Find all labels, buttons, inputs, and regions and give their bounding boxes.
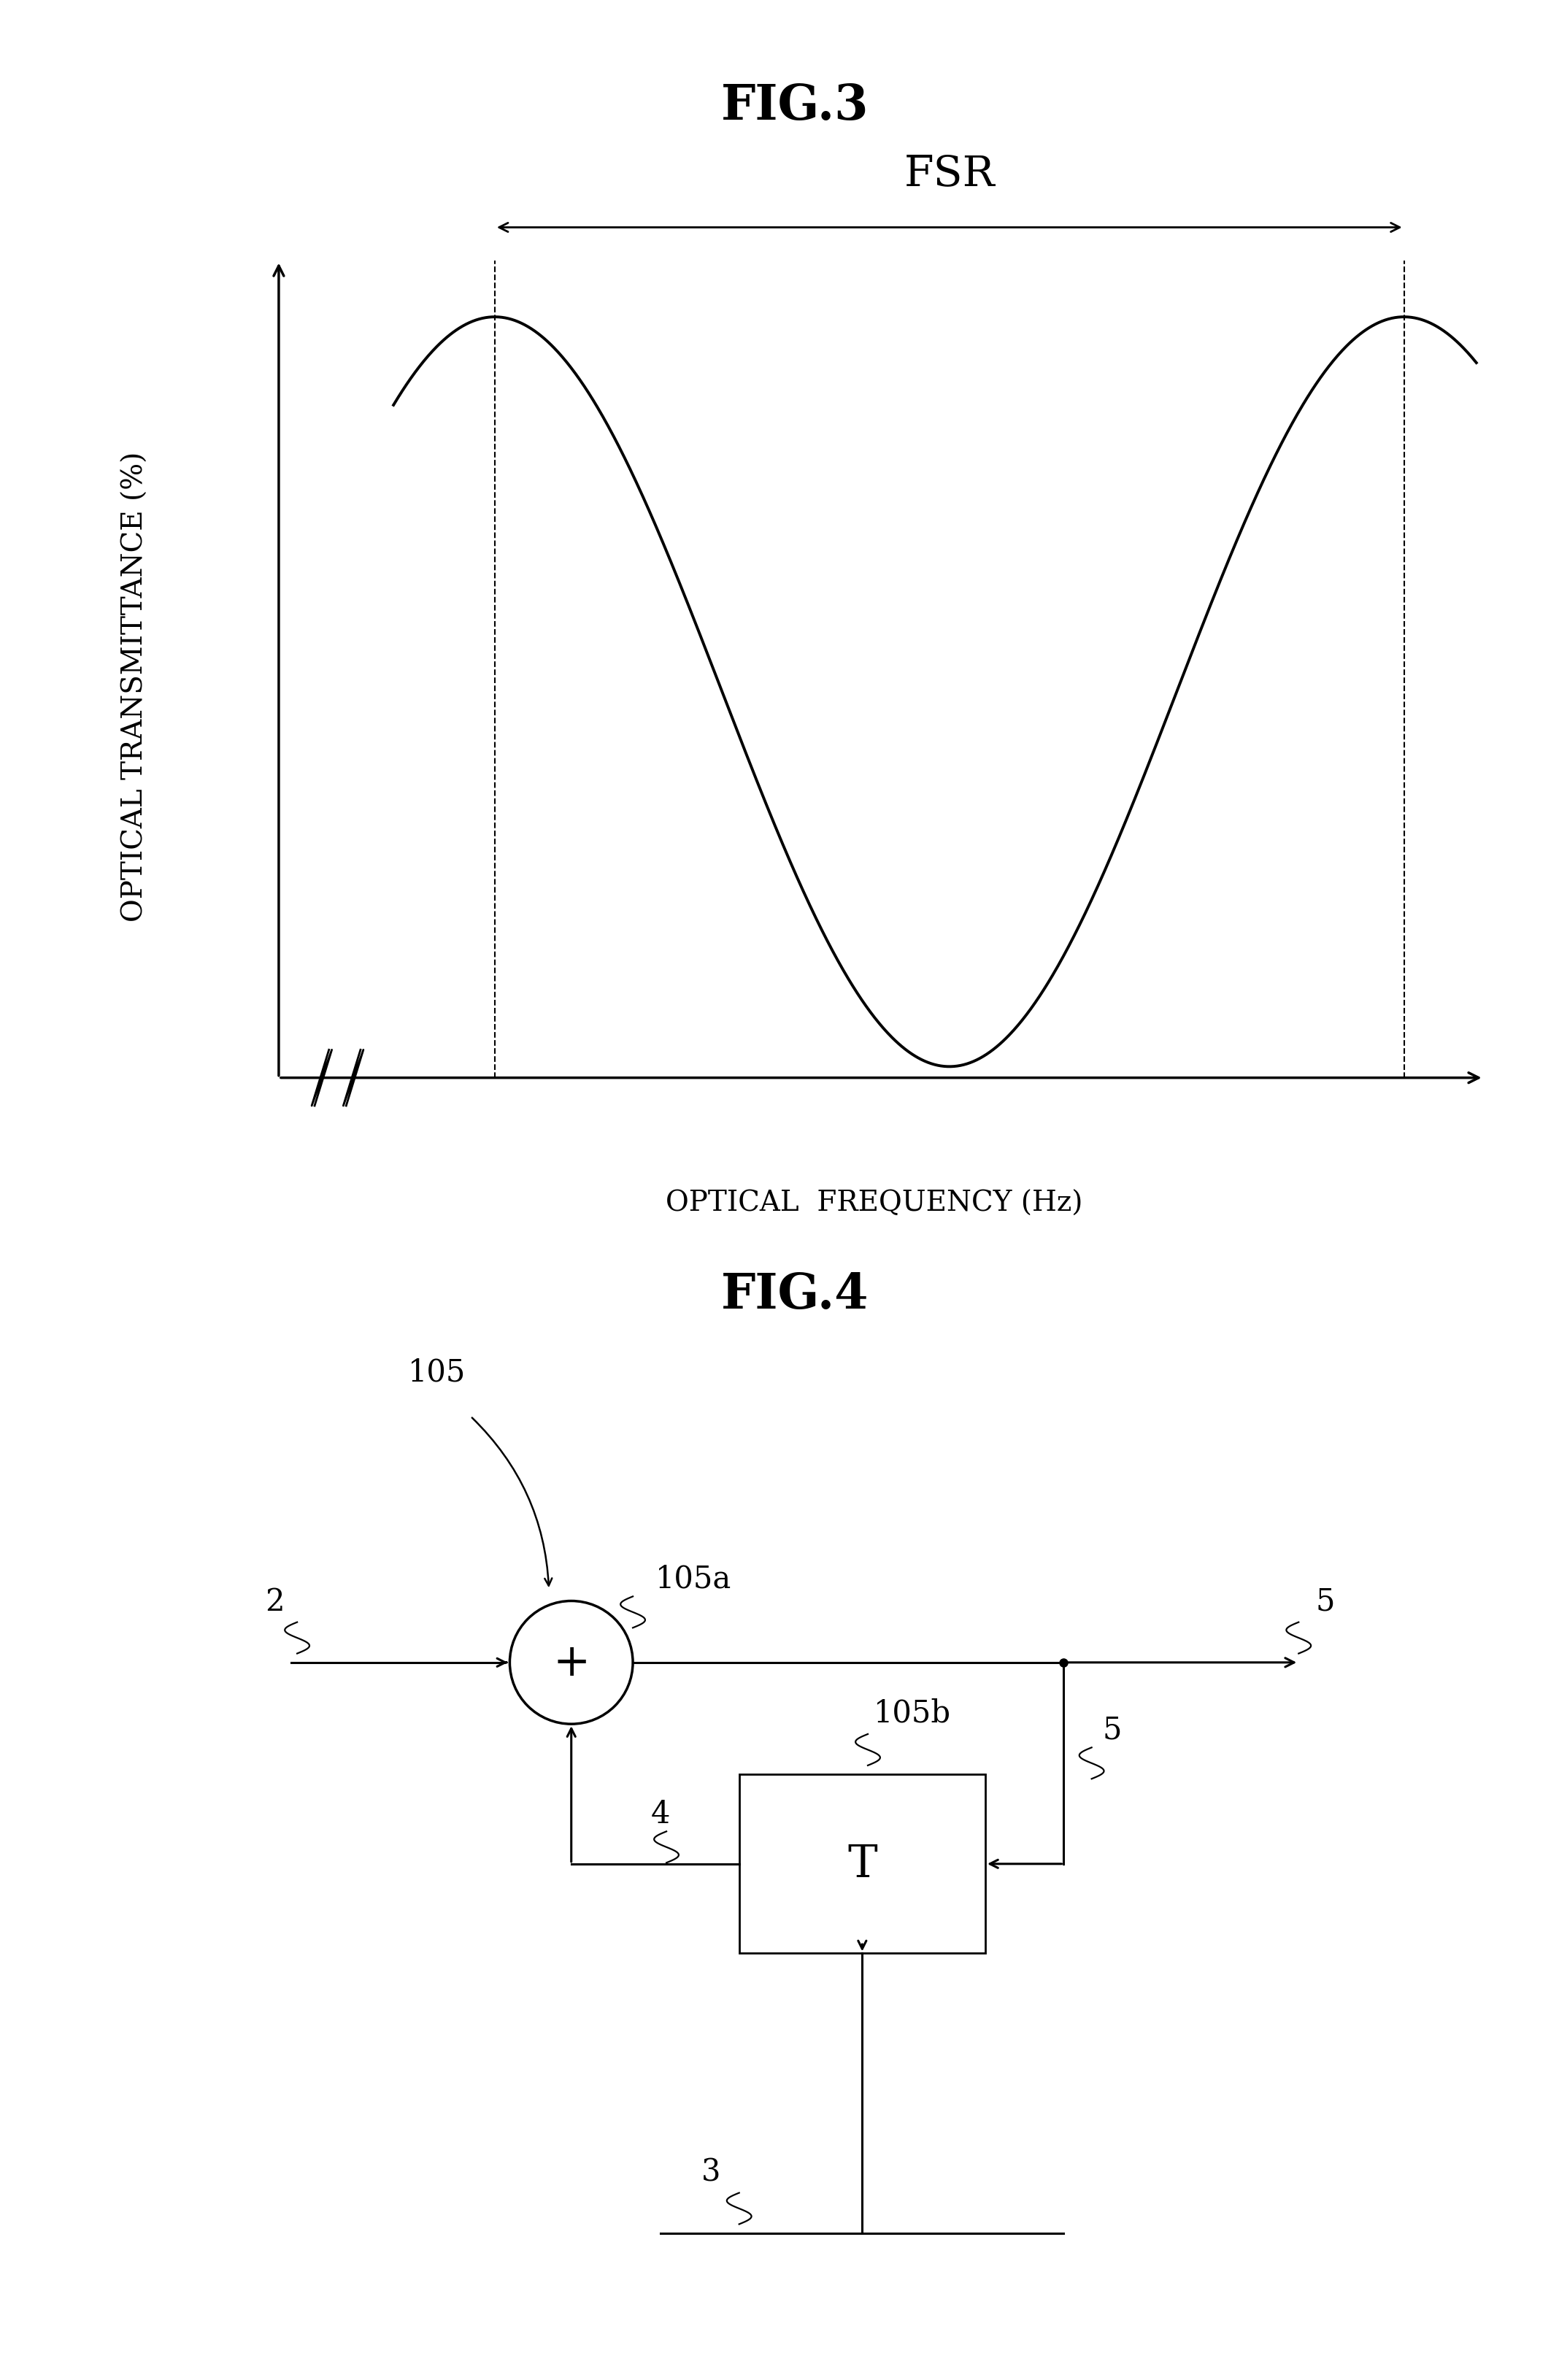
Text: T: T (848, 1842, 878, 1885)
Text: FIG.3: FIG.3 (722, 83, 868, 131)
Text: OPTICAL  FREQUENCY (Hz): OPTICAL FREQUENCY (Hz) (666, 1190, 1082, 1216)
Text: 105: 105 (408, 1357, 466, 1388)
Bar (739, 1775, 985, 1954)
Text: 5: 5 (1316, 1585, 1335, 1616)
Text: 5: 5 (1102, 1714, 1122, 1745)
Text: 105a: 105a (655, 1564, 731, 1595)
Text: 2: 2 (265, 1585, 284, 1616)
Text: +: + (552, 1640, 589, 1685)
Text: OPTICAL TRANSMITTANCE (%): OPTICAL TRANSMITTANCE (%) (122, 452, 148, 921)
Text: FIG.4: FIG.4 (722, 1271, 868, 1319)
Text: FSR: FSR (904, 155, 995, 195)
Text: 3: 3 (702, 2156, 720, 2187)
Text: 105b: 105b (873, 1697, 951, 1728)
Text: 4: 4 (652, 1799, 670, 1828)
